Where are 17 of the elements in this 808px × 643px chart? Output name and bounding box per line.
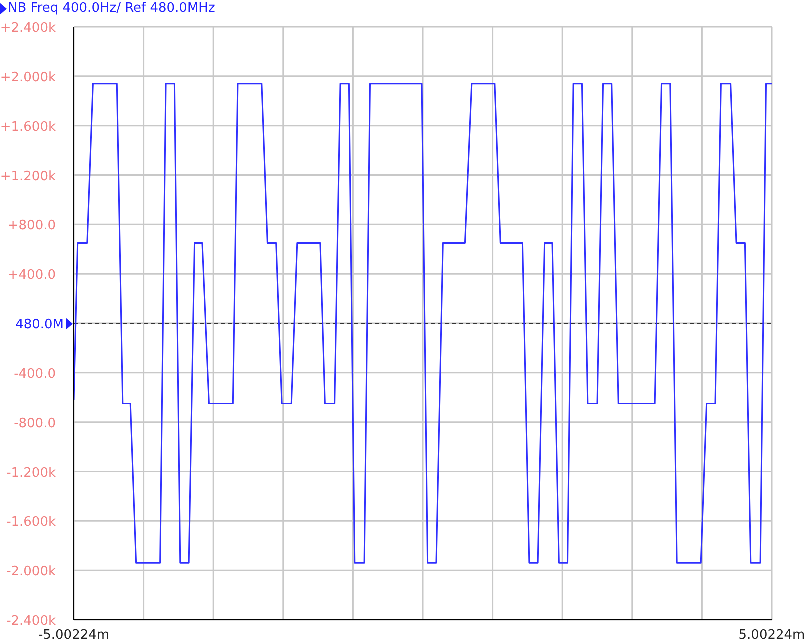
y-tick-label: -1.600k (6, 515, 56, 530)
y-tick-label: +400.0 (8, 268, 56, 284)
y-tick-label: -2.400k (6, 614, 56, 629)
y-tick-label: +1.600k (0, 120, 56, 135)
y-tick-label: -2.000k (6, 564, 56, 580)
line-series (74, 83, 772, 564)
ref-line-label: 480.0M (16, 318, 64, 332)
y-tick-label: +2.000k (0, 70, 56, 86)
x-tick-label: 5.00224m (738, 628, 806, 643)
y-tick-label: +2.400k (0, 21, 56, 36)
y-tick-label: +1.200k (0, 169, 56, 184)
y-tick-label: +800.0 (8, 218, 56, 234)
y-tick-label: -400.0 (14, 366, 56, 382)
y-tick-label: -800.0 (14, 416, 56, 432)
chart-title: NB Freq 400.0Hz/ Ref 480.0MHz (8, 0, 216, 18)
x-tick-label: -5.00224m (38, 628, 110, 643)
y-tick-label: -1.200k (6, 466, 56, 481)
